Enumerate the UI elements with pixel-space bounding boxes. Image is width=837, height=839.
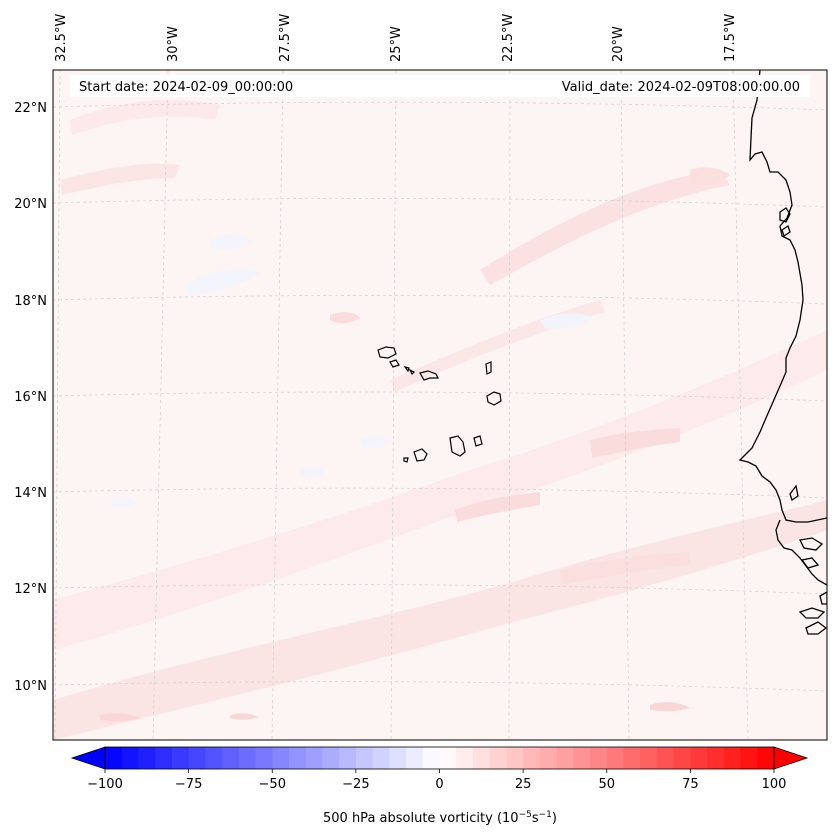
colorbar-segment: [205, 747, 223, 769]
colorbar-segment: [155, 747, 173, 769]
colorbar-min-extension: [70, 746, 106, 770]
colorbar-segment: [690, 747, 708, 769]
colorbar-tick-label: 75: [682, 777, 699, 792]
colorbar-segment: [740, 747, 758, 769]
colorbar-segment: [757, 747, 775, 769]
colorbar-segment: [523, 747, 541, 769]
colorbar-ticks: −100 −75 −50 −25 0 25 50 75 100: [87, 769, 786, 792]
vorticity-positive-streaks: [53, 100, 827, 740]
colorbar-segment: [339, 747, 357, 769]
colorbar-tick-label: −25: [342, 777, 369, 792]
cape-verde-islands: [377, 346, 502, 463]
colorbar-segment: [222, 747, 240, 769]
colorbar-max-extension: [773, 746, 809, 770]
colorbar: −100 −75 −50 −25 0 25 50 75 100 500 hPa absolute…: [70, 746, 809, 826]
colorbar-segment: [188, 747, 206, 769]
latitude-labels: 22°N 20°N 18°N 16°N 14°N 12°N 10°N: [14, 101, 47, 694]
colorbar-segment: [573, 747, 591, 769]
colorbar-segment: [305, 747, 324, 769]
colorbar-segments: [105, 747, 775, 769]
longitude-labels: 32.5°W 30°W 27.5°W 25°W 22.5°W 20°W 17.5…: [54, 14, 738, 62]
colorbar-tick-label: −100: [87, 777, 123, 792]
colorbar-tick-label: 100: [762, 777, 787, 792]
colorbar-segment: [422, 747, 441, 769]
colorbar-tick-label: 25: [515, 777, 532, 792]
colorbar-segment: [539, 747, 558, 769]
lat-label-12n: 12°N: [14, 582, 47, 597]
lon-label-17-5w: 17.5°W: [723, 14, 738, 62]
colorbar-segment: [456, 747, 474, 769]
colorbar-segment: [506, 747, 524, 769]
colorbar-segment: [255, 747, 273, 769]
colorbar-segment: [472, 747, 491, 769]
colorbar-tick-label: −75: [175, 777, 202, 792]
colorbar-tick-label: 0: [435, 777, 443, 792]
colorbar-segment: [406, 747, 424, 769]
lat-label-20n: 20°N: [14, 197, 47, 212]
lon-label-27-5w: 27.5°W: [278, 14, 293, 62]
colorbar-segment: [238, 747, 257, 769]
lon-label-30w: 30°W: [166, 26, 181, 62]
start-date-label: Start date: 2024-02-09_00:00:00: [79, 80, 293, 95]
colorbar-segment: [372, 747, 390, 769]
colorbar-segment: [489, 747, 508, 769]
colorbar-segment: [556, 747, 574, 769]
colorbar-segment: [623, 747, 641, 769]
colorbar-segment: [707, 747, 725, 769]
lat-label-10n: 10°N: [14, 679, 47, 694]
colorbar-segment: [723, 747, 742, 769]
lon-label-20w: 20°W: [611, 26, 626, 62]
lon-label-32-5w: 32.5°W: [54, 14, 69, 62]
lat-label-16n: 16°N: [14, 390, 47, 405]
colorbar-label: 500 hPa absolute vorticity (10−5s−1): [323, 810, 557, 826]
colorbar-segment: [439, 747, 457, 769]
map-gridlines: [53, 70, 827, 740]
colorbar-segment: [656, 747, 675, 769]
lat-label-22n: 22°N: [14, 101, 47, 116]
coastline-africa: [738, 70, 827, 635]
lat-label-14n: 14°N: [14, 486, 47, 501]
colorbar-segment: [121, 747, 140, 769]
colorbar-segment: [590, 747, 608, 769]
colorbar-tick-label: −50: [259, 777, 286, 792]
colorbar-segment: [105, 747, 123, 769]
colorbar-segment: [322, 747, 340, 769]
lon-label-25w: 25°W: [389, 26, 404, 62]
colorbar-segment: [673, 747, 691, 769]
map-frame: [52, 69, 828, 741]
colorbar-tick-label: 50: [598, 777, 615, 792]
colorbar-segment: [355, 747, 374, 769]
header-box: [70, 75, 810, 97]
colorbar-segment: [606, 747, 625, 769]
valid-date-label: Valid_date: 2024-02-09T08:00:00.00: [562, 80, 800, 95]
colorbar-segment: [640, 747, 658, 769]
colorbar-segment: [138, 747, 156, 769]
colorbar-segment: [171, 747, 190, 769]
colorbar-segment: [272, 747, 290, 769]
map-panel: Start date: 2024-02-09_00:00:00 Valid_da…: [53, 70, 827, 740]
colorbar-segment: [288, 747, 307, 769]
lon-label-22-5w: 22.5°W: [501, 14, 516, 62]
vorticity-negative-patches: [110, 234, 595, 508]
colorbar-segment: [389, 747, 407, 769]
lat-label-18n: 18°N: [14, 294, 47, 309]
